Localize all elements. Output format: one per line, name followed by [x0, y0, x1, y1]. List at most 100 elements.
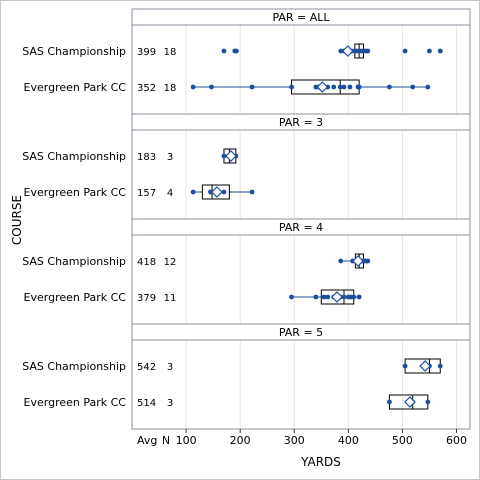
data-point	[387, 84, 392, 90]
data-point	[190, 189, 196, 195]
data-point	[437, 48, 443, 54]
panel-title: PAR = ALL	[272, 11, 330, 24]
x-tick-label: 600	[446, 434, 467, 447]
data-point	[337, 84, 343, 90]
data-point	[190, 84, 196, 90]
x-tick-label: 300	[284, 434, 305, 447]
panel-frame	[131, 8, 471, 115]
course-label: SAS Championship	[22, 45, 126, 58]
avg-value: 418	[137, 257, 156, 268]
panel-header	[131, 8, 471, 26]
avg-header: Avg	[137, 434, 157, 447]
course-label: SAS Championship	[22, 360, 126, 373]
panels-group: PAR = ALL SAS Championship 399 18 Evergreen …	[22, 8, 471, 430]
panel-header	[131, 113, 471, 131]
mean-marker	[404, 396, 416, 408]
mean-marker	[419, 360, 431, 372]
n-value: 12	[164, 257, 177, 268]
data-point	[313, 294, 319, 300]
course-row: SAS Championship 183 3	[22, 148, 239, 164]
panel-frame	[131, 113, 471, 220]
panel-header	[131, 323, 471, 341]
data-point	[234, 48, 239, 54]
panel-3: PAR = 4 SAS Championship 418 12 Evergreen Pa…	[22, 218, 471, 325]
data-point	[321, 294, 327, 300]
avg-value: 542	[137, 362, 156, 373]
x-axis: 100 200 300 400 500 600 Avg N	[132, 428, 470, 447]
avg-value: 352	[137, 83, 156, 94]
data-point	[410, 84, 416, 90]
data-point	[325, 294, 331, 300]
course-row: Evergreen Park CC 379 11	[24, 289, 362, 305]
course-label: SAS Championship	[22, 255, 126, 268]
data-point	[221, 153, 227, 159]
n-value: 3	[167, 398, 173, 409]
panel-header	[131, 218, 471, 236]
panel-frame	[131, 323, 471, 430]
n-value: 4	[167, 188, 173, 199]
data-point	[208, 189, 213, 195]
data-point	[365, 258, 371, 264]
data-point	[289, 294, 294, 300]
avg-value: 157	[137, 188, 156, 199]
course-label: Evergreen Park CC	[24, 396, 127, 409]
panel-2: PAR = 3 SAS Championship 183 3 Evergreen Par…	[22, 113, 471, 220]
mean-marker	[211, 186, 223, 198]
panel-title: PAR = 5	[279, 326, 323, 339]
course-label: Evergreen Park CC	[24, 291, 127, 304]
data-point	[387, 399, 392, 405]
course-row: SAS Championship 399 18	[22, 43, 443, 59]
data-point	[338, 258, 344, 264]
data-point	[221, 189, 227, 195]
data-point	[347, 84, 353, 90]
course-row: Evergreen Park CC 514 3	[24, 394, 431, 410]
data-point	[425, 399, 431, 405]
data-point	[402, 48, 408, 54]
data-point	[437, 363, 443, 369]
x-tick-label: 100	[176, 434, 197, 447]
data-point	[356, 294, 362, 300]
course-label: SAS Championship	[22, 150, 126, 163]
y-axis-label: COURSE	[10, 195, 24, 245]
avg-value: 183	[137, 152, 156, 163]
data-point	[425, 84, 431, 90]
mean-marker	[331, 291, 343, 303]
n-value: 3	[167, 362, 173, 373]
n-header: N	[162, 434, 170, 447]
avg-value: 399	[137, 47, 156, 58]
course-row: SAS Championship 418 12	[22, 253, 371, 269]
data-point	[221, 48, 227, 54]
course-row: Evergreen Park CC 352 18	[24, 79, 431, 95]
data-point	[402, 363, 408, 369]
panel-frame	[131, 218, 471, 325]
n-value: 18	[164, 83, 177, 94]
mean-marker	[316, 81, 329, 93]
course-row: SAS Championship 542 3	[22, 358, 443, 374]
data-point	[427, 48, 432, 54]
data-point	[341, 294, 347, 300]
data-point	[331, 84, 337, 90]
iqr-box	[201, 184, 230, 200]
data-point	[249, 84, 255, 90]
panel-title: PAR = 4	[279, 221, 323, 234]
n-value: 18	[164, 47, 177, 58]
mean-marker	[225, 150, 237, 162]
data-point	[365, 48, 371, 54]
panel-title: PAR = 3	[279, 116, 323, 129]
x-tick-label: 200	[230, 434, 251, 447]
x-tick-label: 400	[338, 434, 359, 447]
avg-value: 379	[137, 293, 156, 304]
data-point	[351, 294, 357, 300]
data-point	[341, 84, 347, 90]
mean-marker	[341, 45, 354, 57]
mean-marker	[352, 255, 364, 267]
course-label: Evergreen Park CC	[24, 186, 127, 199]
data-point	[289, 84, 294, 90]
data-point	[209, 84, 214, 90]
course-row: Evergreen Park CC 157 4	[24, 184, 255, 200]
x-axis-label: YARDS	[300, 455, 341, 469]
data-point	[249, 189, 255, 195]
data-point	[356, 84, 362, 90]
